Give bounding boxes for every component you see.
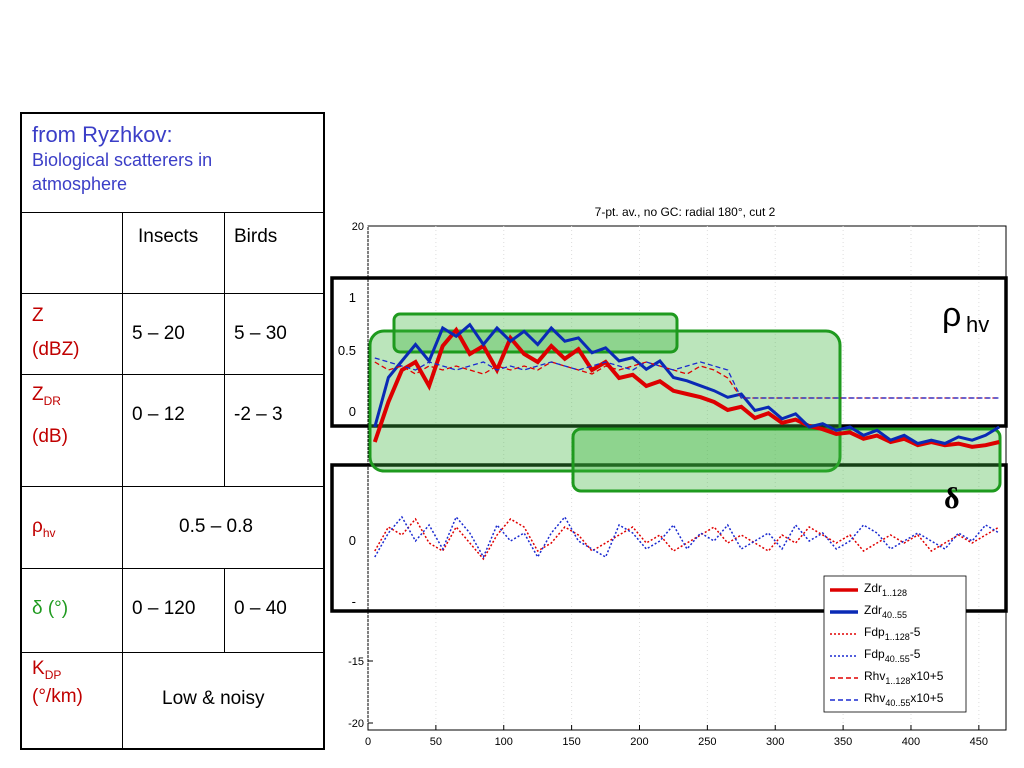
inset-tick-label: 0	[349, 404, 356, 419]
y-tick-label: -15	[348, 656, 364, 668]
table-row-kdp: KDP (°/km) Low & noisy	[22, 652, 323, 750]
bio-scatterers-table: from Ryzhkov: Biological scatterers in a…	[20, 112, 325, 750]
table-title-block: from Ryzhkov: Biological scatterers in a…	[32, 122, 292, 196]
data-series	[372, 322, 1000, 561]
series-line-1	[373, 322, 1000, 446]
x-tick-label: 50	[430, 736, 442, 748]
legend-box	[823, 575, 967, 713]
rhohv-merged-value: 0.5 – 0.8	[179, 516, 253, 537]
legend: Zdr1..128 Zdr40..55 Fdp1..128-5 Fdp40..55-5…	[823, 575, 967, 713]
rhv-black-box	[330, 276, 1008, 428]
col-divider-1	[122, 212, 123, 748]
series-line-4	[374, 361, 1000, 399]
kdp-merged-value: Low & noisy	[162, 688, 265, 709]
y-tick-label: -20	[348, 718, 364, 730]
param-delta-label: δ (°)	[32, 598, 69, 619]
z-insects-value: 5 – 20	[132, 323, 185, 344]
delta-green-box	[571, 427, 1002, 493]
x-tick-label: 350	[834, 736, 852, 748]
x-tick-label: 200	[630, 736, 648, 748]
legend-label: Zdr1..128	[864, 581, 907, 598]
x-tick-label: 450	[970, 736, 988, 748]
param-kdp-label: KDP	[32, 658, 62, 682]
overlay-labels: ρ hv δ	[942, 296, 989, 515]
zdr-insects-value: 0 – 12	[132, 404, 185, 425]
x-tick-label: 100	[495, 736, 513, 748]
inset-tick-label: -	[352, 594, 356, 609]
legend-label: Fdp1..128-5	[864, 625, 921, 642]
legend-label: Rhv1..128x10+5	[864, 669, 944, 686]
x-tick-label: 250	[698, 736, 716, 748]
y-tick-label: 20	[352, 221, 364, 233]
x-tick-label: 300	[766, 736, 784, 748]
inset-tick-label: 1	[349, 290, 356, 305]
x-tick-label: 400	[902, 736, 920, 748]
param-zdr-label: ZDR	[32, 384, 61, 408]
param-z-unit: (dBZ)	[32, 339, 80, 360]
legend-label: Zdr40..55	[864, 603, 907, 620]
x-axis-ticks: 0 50 100 150 200 250 300 350 400 450	[365, 725, 988, 748]
col-divider-2b	[224, 568, 225, 652]
legend-label: Rhv40..55x10+5	[864, 691, 944, 708]
delta-birds-value: 0 – 40	[234, 598, 287, 619]
param-z-label: Z	[32, 305, 44, 326]
delta-insects-value: 0 – 120	[132, 598, 196, 619]
z-birds-value: 5 – 30	[234, 323, 287, 344]
x-tick-label: 150	[562, 736, 580, 748]
y-axis-ticks: 20 -15 -20 1 0.5 0 0 -	[338, 221, 373, 730]
delta-black-box	[330, 463, 1008, 613]
series-line-5	[374, 357, 1000, 399]
series-line-3	[374, 515, 1000, 559]
series-line-0	[372, 326, 1000, 449]
legend-label: Fdp40..55-5	[864, 647, 921, 664]
table-row-zdr: ZDR (dB) 0 – 12 -2 – 3	[22, 374, 323, 487]
series-line-2	[374, 517, 1000, 561]
rhv-label: ρ	[942, 296, 961, 334]
delta-label: δ	[944, 482, 960, 515]
inset-tick-label: 0.5	[338, 343, 356, 358]
col-insects: Insects	[138, 226, 199, 247]
param-zdr-unit: (dB)	[32, 426, 68, 447]
param-rhohv-label: ρhv	[32, 516, 56, 540]
col-divider-2a	[224, 212, 225, 486]
rhv-label-sub: hv	[966, 312, 989, 337]
table-row-rhohv: ρhv 0.5 – 0.8	[22, 486, 323, 569]
table-row-delta: δ (°) 0 – 120 0 – 40	[22, 568, 323, 653]
x-tick-label: 0	[365, 736, 371, 748]
param-kdp-unit: (°/km)	[32, 686, 83, 707]
table-title: from Ryzhkov:	[32, 122, 173, 147]
column-header-row: Insects Birds	[22, 212, 323, 294]
table-row-z: Z (dBZ) 5 – 20 5 – 30	[22, 293, 323, 375]
chart-title: 7-pt. av., no GC: radial 180°, cut 2	[595, 205, 776, 219]
table-subtitle: Biological scatterers in atmosphere	[32, 150, 213, 194]
inset-tick-label: 0	[349, 533, 356, 548]
zdr-green-box	[368, 329, 842, 473]
zdr-birds-value: -2 – 3	[234, 404, 283, 425]
table-header-row: from Ryzhkov: Biological scatterers in a…	[22, 114, 323, 213]
radar-radial-chart: 7-pt. av., no GC: radial 180°, cut 2 0 50…	[330, 205, 1008, 748]
highlight-boxes	[330, 276, 1008, 613]
col-birds: Birds	[234, 226, 278, 247]
